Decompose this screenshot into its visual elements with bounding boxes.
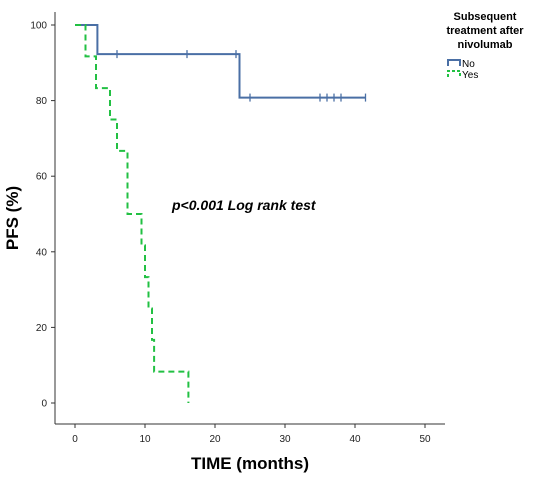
y-tick-label: 20 — [36, 323, 48, 334]
legend: Subsequent treatment after nivolumab NoY… — [446, 11, 524, 81]
x-ticks: 0 10 20 30 40 50 — [72, 424, 431, 445]
series-line-no — [75, 24, 366, 99]
legend-swatch-no — [447, 59, 461, 66]
x-tick-label: 10 — [139, 434, 151, 445]
series-layer — [75, 24, 367, 403]
y-axis-title: PFS (%) — [3, 186, 22, 250]
y-tick-label: 80 — [36, 96, 48, 107]
series-line-yes — [75, 24, 190, 403]
legend-title-line-2: treatment after — [446, 25, 524, 37]
y-tick-label: 40 — [36, 247, 48, 258]
legend-label-no: No — [462, 59, 475, 70]
x-tick-label: 20 — [209, 434, 221, 445]
x-tick-label: 50 — [419, 434, 431, 445]
x-axis-title: TIME (months) — [191, 454, 309, 473]
y-tick-label: 0 — [41, 399, 47, 410]
annotation-text: p<0.001 Log rank test — [171, 197, 317, 213]
legend-label-yes: Yes — [462, 70, 478, 81]
x-tick-label: 40 — [349, 434, 361, 445]
y-ticks: 0 20 40 60 80 100 — [30, 21, 55, 410]
legend-swatch-yes — [447, 70, 461, 77]
x-tick-label: 30 — [279, 434, 291, 445]
y-tick-label: 100 — [30, 21, 47, 32]
x-tick-label: 0 — [72, 434, 78, 445]
legend-title-line-1: Subsequent — [454, 11, 517, 23]
y-tick-label: 60 — [36, 172, 48, 183]
legend-title-line-3: nivolumab — [457, 39, 512, 51]
axes — [54, 12, 445, 425]
